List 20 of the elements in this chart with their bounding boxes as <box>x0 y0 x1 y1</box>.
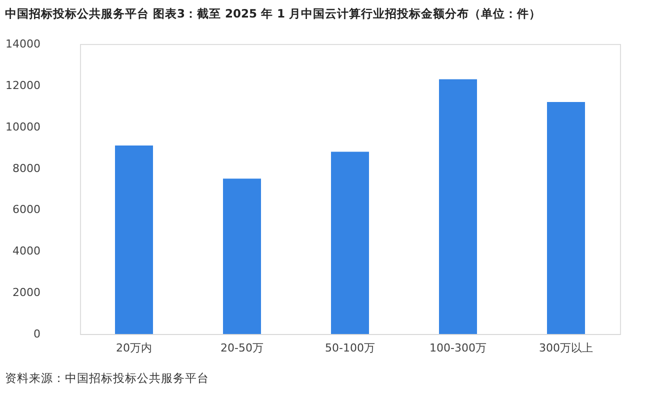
text: 资料来源：中国招标投标公共服务平台 <box>5 371 209 385</box>
y-tick-label: 4000 <box>12 244 40 258</box>
y-tick-label: 2000 <box>12 286 40 300</box>
y-tick-label: 14000 <box>6 38 40 50</box>
bar <box>547 102 585 334</box>
bar <box>223 178 261 334</box>
bar <box>331 152 369 334</box>
y-tick-label: 0 <box>34 328 40 340</box>
x-tick-label: 300万以上 <box>539 342 593 354</box>
y-tick-label: 6000 <box>12 203 40 216</box>
bar <box>115 146 153 334</box>
y-tick-label: 8000 <box>12 162 40 175</box>
x-tick-label: 50-100万 <box>325 342 375 354</box>
chart-title: 中国招标投标公共服务平台 图表3：截至 2025 年 1 月中国云计算行业招投标金额分布（单位：件） <box>5 6 542 20</box>
x-tick-label: 20万内 <box>116 342 152 354</box>
y-tick-label: 12000 <box>6 78 40 92</box>
x-tick-label: 20-50万 <box>220 342 264 354</box>
x-tick-label: 100-300万 <box>430 342 486 354</box>
bar <box>439 79 477 334</box>
y-tick-label: 10000 <box>6 120 40 134</box>
